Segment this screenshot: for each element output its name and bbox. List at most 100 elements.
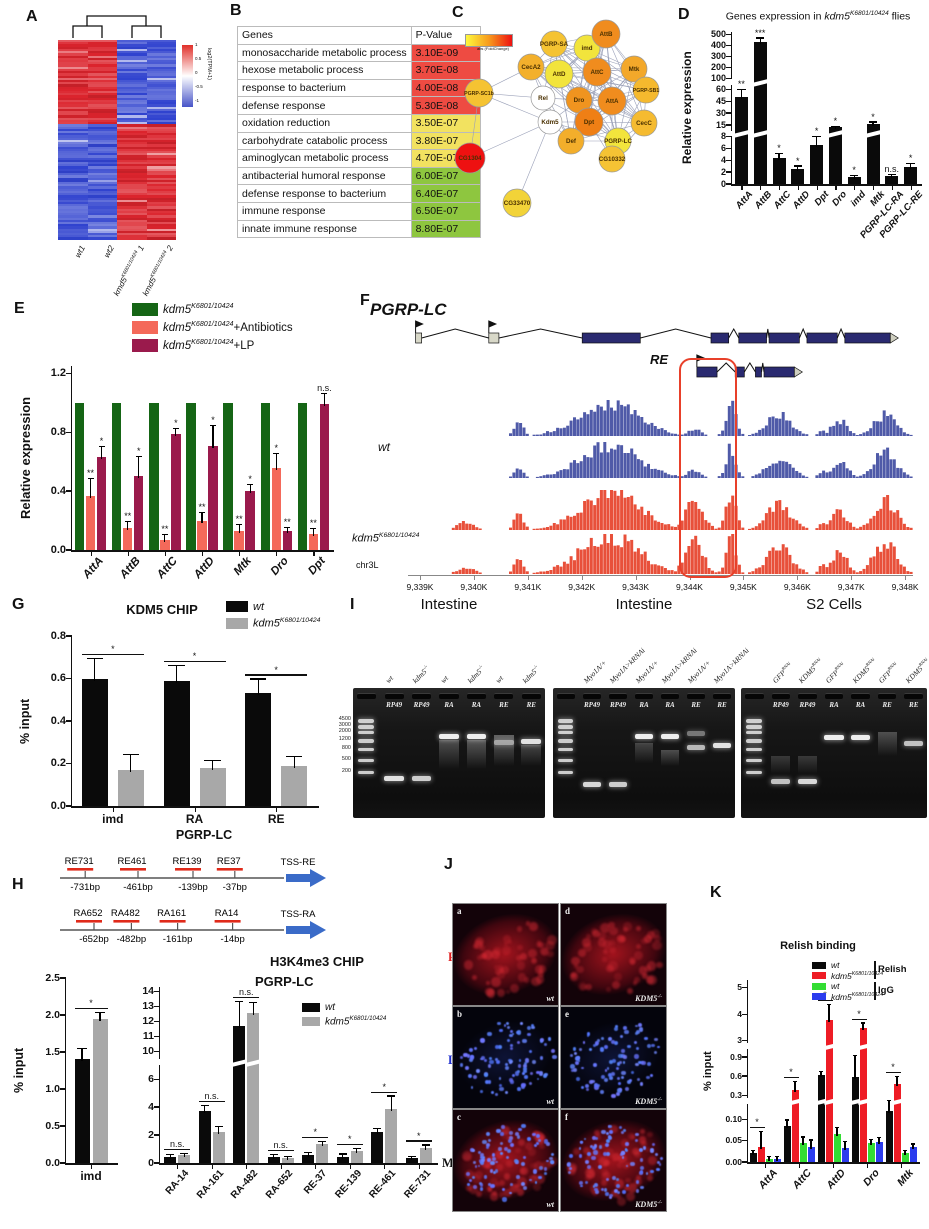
error-bar: [810, 1140, 812, 1150]
category-label: AttC: [790, 1167, 814, 1192]
heatmap-cell: [146, 144, 176, 147]
category-label: RE-731: [402, 1168, 433, 1201]
heatmap-cell: [58, 128, 88, 131]
heatmap-row: [58, 221, 176, 225]
gel-band: [493, 740, 514, 745]
error-bar: [888, 1101, 890, 1113]
y-tick-label: 200: [710, 61, 726, 72]
significance-label: **: [283, 516, 291, 527]
bar: [350, 1151, 363, 1163]
x-axis: [64, 1163, 118, 1165]
heatmap-row: [58, 228, 176, 231]
gel-well: [851, 693, 870, 699]
gel-lane-header: kdm5-/-: [520, 664, 540, 685]
heatmap-cell: [58, 53, 88, 56]
heatmap-cell: [117, 233, 147, 236]
dendrogram: [72, 15, 162, 38]
x-tick: [867, 1163, 869, 1168]
bar: [281, 1158, 294, 1163]
network-node-label: imd: [581, 45, 592, 52]
primer-name: RA652: [73, 908, 102, 919]
error-bar-cap: [172, 428, 179, 430]
error-bar: [175, 665, 178, 683]
heatmap-row: [58, 148, 176, 151]
micro-genotype-label: wt: [546, 1200, 554, 1209]
heatmap-cell: [146, 122, 176, 125]
x-tick: [835, 185, 837, 190]
x-tick: [276, 551, 278, 556]
category-label: RA-652: [263, 1168, 295, 1201]
error-bar: [794, 1081, 796, 1093]
heatmap-row: [58, 204, 176, 207]
heatmap-cell: [87, 86, 117, 89]
heatmap-row: [58, 71, 176, 74]
primer-row-ra: RA652 -652bp RA482 -482bp RA161 -161bp RA14 -14…: [60, 908, 326, 945]
y-tick-label: 11: [142, 1030, 154, 1043]
gel-band-label: RE: [882, 701, 892, 709]
heatmap-cell: [146, 106, 176, 109]
heatmap-cell: [87, 179, 117, 182]
bar: [909, 1147, 917, 1162]
heatmap-cell: [146, 130, 176, 134]
y-tick: [742, 1040, 748, 1042]
heatmap-cell: [58, 57, 88, 60]
gel2-title: Intestine: [615, 596, 673, 613]
gene-model: [415, 320, 899, 378]
significance-bracket: [74, 1007, 108, 1009]
x-tick: [164, 551, 167, 556]
gel1-title: Intestine: [420, 596, 478, 613]
y-axis: [746, 1104, 748, 1162]
heatmap-cell: [117, 204, 147, 207]
heatmap-cell: [87, 235, 117, 238]
heatmap-cell: [117, 224, 147, 227]
heatmap-cell: [58, 88, 88, 92]
colorbar-tick-label: 1: [195, 42, 198, 47]
error-bar-cap: [122, 753, 140, 755]
heatmap-cell: [117, 208, 147, 211]
heatmap-row: [58, 188, 176, 191]
legend-item: kdm5K6801/10424: [812, 971, 883, 982]
bar: [271, 467, 282, 550]
primer-name: RA14: [215, 908, 239, 919]
y-tick: [66, 372, 72, 374]
heatmap-cell: [58, 135, 88, 138]
x-tick: [127, 551, 129, 556]
error-bar-cap: [209, 425, 217, 427]
heatmap-cell: [146, 126, 176, 129]
category-label: RA: [185, 812, 204, 826]
significance-label: **: [124, 511, 132, 522]
error-bar-cap: [831, 125, 840, 127]
heatmap-row: [58, 237, 176, 240]
heatmap-cell: [146, 170, 176, 174]
heatmap-cell: [146, 155, 176, 158]
panel-label-k: K: [710, 884, 722, 901]
heatmap-row: [58, 199, 176, 202]
heatmap-cell: [87, 215, 117, 218]
x-axis: [158, 1163, 438, 1165]
heatmap-cell: [58, 155, 88, 158]
heatmap-cell: [146, 73, 176, 76]
error-bar: [853, 175, 855, 179]
heatmap-cell: [58, 210, 88, 214]
bar: [885, 176, 899, 184]
heatmap-cell: [117, 182, 147, 185]
heatmap-cell: [58, 175, 88, 178]
go-term-cell: defense response to bacterium: [237, 184, 412, 203]
category-label: RA-14: [163, 1168, 192, 1197]
gel-well: [608, 693, 628, 699]
ladder-band: [745, 770, 762, 775]
error-bar-cap: [756, 37, 765, 39]
heatmap-cell: [117, 235, 147, 238]
heatmap-cell: [117, 164, 147, 167]
bar: [111, 402, 122, 550]
y-axis-label: Relative expression: [18, 396, 33, 520]
bar: [160, 539, 170, 550]
heatmap-cell: [58, 159, 88, 163]
legend-group-brace: [874, 982, 876, 1000]
panel-label-e: E: [14, 300, 25, 317]
significance-bracket: [245, 674, 308, 676]
panel-h-primer-diagram: RE731 -731bp RE461 -461bp RE139 -139bp RE37 -37…: [30, 848, 380, 954]
heatmap-cell: [58, 228, 88, 231]
heatmap-row: [58, 233, 176, 236]
heatmap-cell: [58, 124, 88, 127]
